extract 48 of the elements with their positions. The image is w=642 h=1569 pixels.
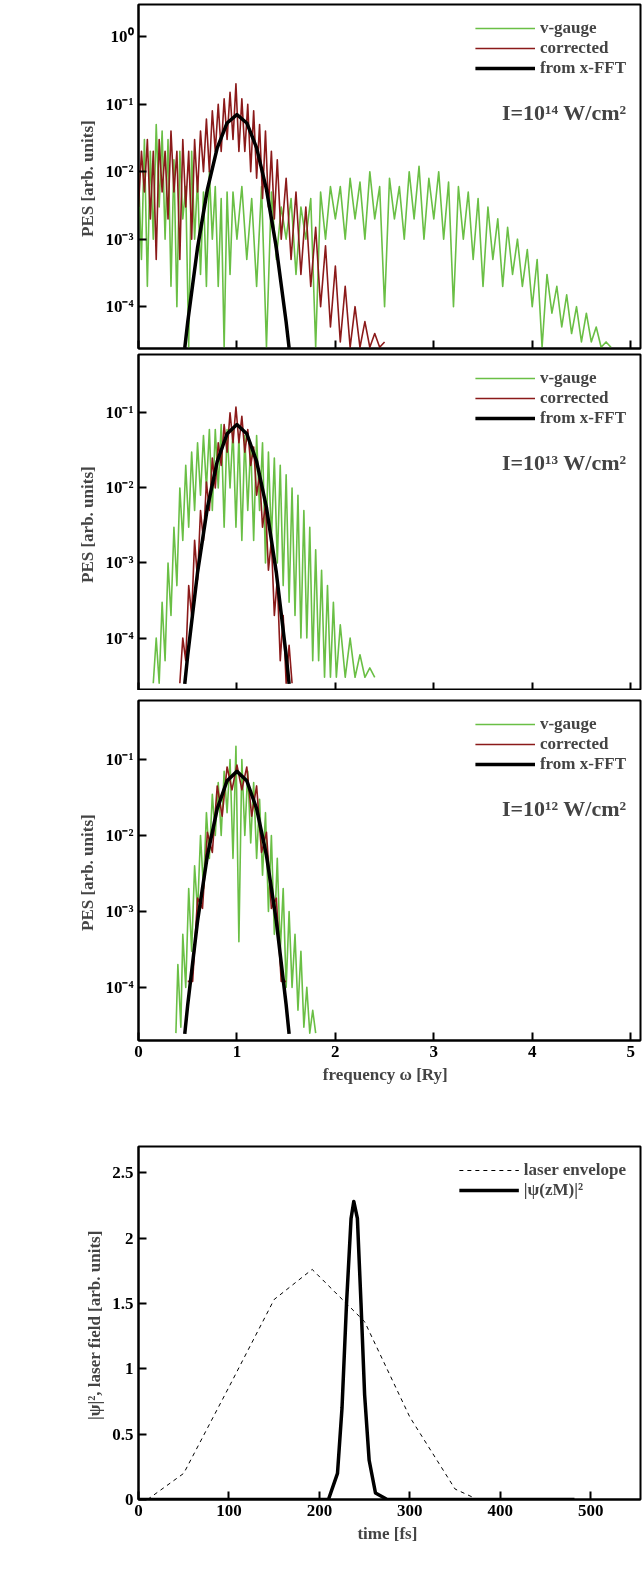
x-tick-label: 3: [429, 1041, 439, 1061]
y-tick-label: 10⁻⁴: [105, 297, 134, 317]
y-tick-label: 10⁻³: [105, 553, 134, 573]
y-tick-label: 2: [125, 1228, 134, 1248]
y-axis-title: PES [arb. units]: [78, 120, 98, 237]
legend-label: v-gauge: [539, 368, 597, 388]
x-tick-label: 4: [527, 1041, 537, 1061]
x-axis-title: time [fs]: [357, 1523, 418, 1543]
y-axis-title: |ψ|², laser field [arb. units]: [85, 1230, 105, 1420]
legend-label: corrected: [539, 388, 609, 408]
y-tick-label: 10⁻⁴: [105, 977, 134, 997]
legend-label: |ψ(zM)|²: [523, 1180, 584, 1200]
legend-label: v-gauge: [539, 18, 597, 38]
x-tick-label: 400: [487, 1500, 514, 1520]
y-tick-label: 2.5: [112, 1163, 134, 1183]
x-tick-label: 300: [397, 1500, 423, 1520]
y-tick-label: 10⁻³: [105, 901, 134, 921]
annotation: I=10¹³ W/cm²: [501, 449, 627, 475]
y-tick-label: 10⁻¹: [105, 94, 134, 114]
y-tick-label: 10⁰: [110, 27, 134, 47]
legend-label: corrected: [539, 38, 609, 58]
y-tick-label: 10⁻²: [105, 162, 134, 182]
y-tick-label: 10⁻¹: [105, 403, 134, 423]
legend-label: from x-FFT: [539, 58, 626, 78]
legend-label: v-gauge: [539, 714, 597, 734]
x-tick-label: 500: [578, 1500, 604, 1520]
legend-label: from x-FFT: [539, 408, 626, 428]
legend-label: corrected: [539, 734, 609, 754]
y-tick-label: 0.5: [112, 1424, 134, 1444]
legend-label: from x-FFT: [539, 754, 626, 774]
x-tick-label: 1: [232, 1041, 242, 1061]
y-tick-label: 10⁻³: [105, 229, 134, 249]
annotation: I=10¹² W/cm²: [501, 795, 627, 821]
x-tick-label: 200: [306, 1500, 333, 1520]
y-tick-label: 10⁻⁴: [105, 628, 134, 648]
x-tick-label: 5: [626, 1041, 635, 1061]
y-axis-title: PES [arb. units]: [78, 814, 98, 931]
y-tick-label: 1.5: [112, 1293, 134, 1313]
y-tick-label: 10⁻¹: [105, 750, 134, 770]
annotation: I=10¹⁴ W/cm²: [501, 99, 627, 125]
y-tick-label: 1: [125, 1359, 134, 1379]
y-axis-title: PES [arb. units]: [78, 466, 98, 583]
x-tick-label: 100: [216, 1500, 242, 1520]
x-axis-title: frequency ω [Ry]: [322, 1064, 448, 1084]
y-tick-label: 10⁻²: [105, 478, 134, 498]
y-tick-label: 10⁻²: [105, 826, 134, 846]
legend-label: laser envelope: [523, 1160, 626, 1180]
x-tick-label: 2: [331, 1041, 340, 1061]
